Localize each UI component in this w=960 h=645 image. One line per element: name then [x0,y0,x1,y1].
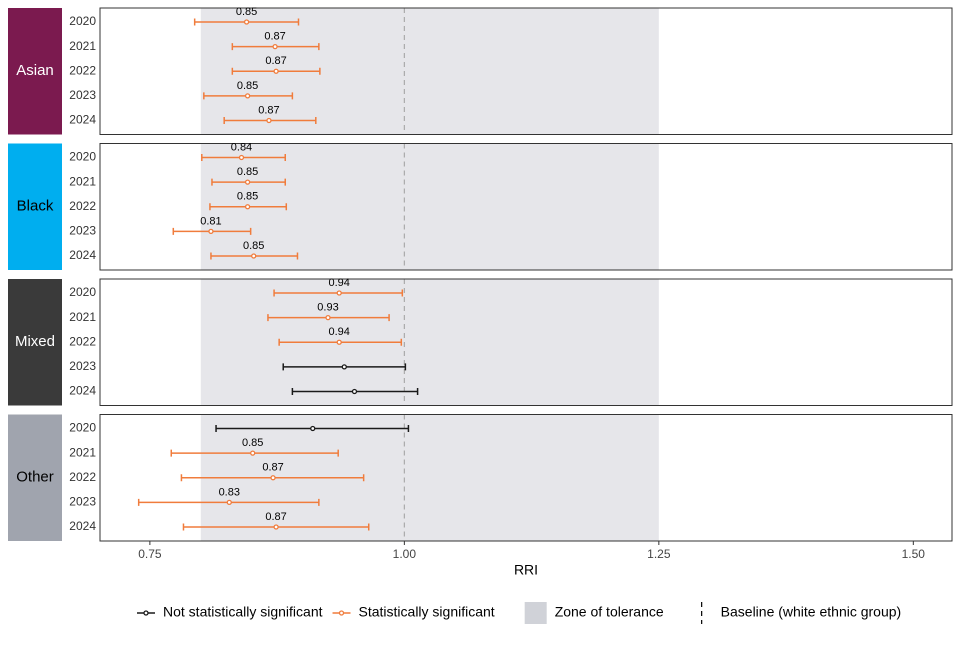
x-tick-label: 1.00 [393,547,417,561]
panel-border [99,414,953,542]
legend-label: Statistically significant [359,604,495,620]
y-tick-label: 2020 [69,150,96,164]
point [266,117,272,124]
point [244,179,251,185]
y-tick-label: 2021 [69,445,96,459]
point [336,290,342,296]
legend-zone [524,602,547,624]
legend-label: Not statistically significant [163,604,323,620]
value-label: 0.85 [237,80,258,92]
legend-point [143,610,149,616]
y-tick-label: 2022 [69,470,96,484]
point [243,19,250,25]
panel-border [99,7,953,135]
y-tick-label: 2020 [69,285,96,299]
y-tick-label: 2022 [69,334,96,348]
value-label: 0.87 [265,55,286,67]
point [208,228,214,235]
legend-label: Zone of tolerance [555,604,664,620]
value-label: 0.87 [258,104,279,116]
zone-of-tolerance [200,279,659,406]
point [244,204,251,210]
value-label: 0.85 [243,240,264,252]
y-tick-label: 2024 [69,384,96,398]
value-label: 0.81 [200,215,221,227]
value-label: 0.85 [237,166,258,178]
value-label: 0.84 [231,141,252,153]
y-tick-label: 2021 [69,39,96,53]
legend-point [338,610,345,616]
y-tick-label: 2023 [69,224,96,238]
facet-label: Mixed [15,333,55,350]
y-tick-label: 2024 [69,519,96,533]
point [226,499,232,506]
panel-border [99,143,953,271]
value-label: 0.93 [317,302,338,314]
value-label: 0.94 [329,326,350,338]
point [273,68,279,74]
value-label: 0.87 [262,462,283,474]
point [244,93,251,99]
facet-strip [8,8,62,135]
point [351,388,358,395]
y-tick-label: 2020 [69,421,96,435]
value-label: 0.85 [242,437,263,449]
y-tick-label: 2023 [69,495,96,509]
x-tick-label: 1.50 [902,547,926,561]
legend-label: Baseline (white ethnic group) [721,604,902,620]
y-tick-label: 2022 [69,199,96,213]
value-label: 0.87 [265,511,286,523]
point [250,450,256,456]
facet-label: Black [17,198,54,215]
y-tick-label: 2024 [69,248,96,262]
point [273,524,279,530]
point [341,364,347,370]
y-tick-label: 2021 [69,310,96,324]
y-tick-label: 2021 [69,174,96,188]
value-label: 0.94 [329,277,350,289]
facet-strip [8,143,62,270]
y-tick-label: 2024 [69,113,96,127]
x-axis-title: RRI [514,562,538,578]
facet-label: Asian [16,62,54,79]
point [336,339,342,345]
x-tick-label: 0.75 [138,547,162,561]
panel-border [99,278,953,406]
y-tick-label: 2023 [69,88,96,102]
value-label: 0.87 [264,31,285,43]
facet-strip [8,279,62,406]
x-tick-label: 1.25 [647,547,671,561]
point [325,314,331,321]
facet-strip [8,414,62,541]
point [270,475,276,481]
point [251,253,257,259]
value-label: 0.85 [237,191,258,203]
point [238,154,245,161]
value-label: 0.85 [236,6,257,18]
y-tick-label: 2023 [69,359,96,373]
point [310,425,316,432]
value-label: 0.83 [219,486,240,498]
y-tick-label: 2020 [69,14,96,28]
y-tick-label: 2022 [69,63,96,77]
facet-label: Other [16,469,54,486]
point [272,43,278,50]
